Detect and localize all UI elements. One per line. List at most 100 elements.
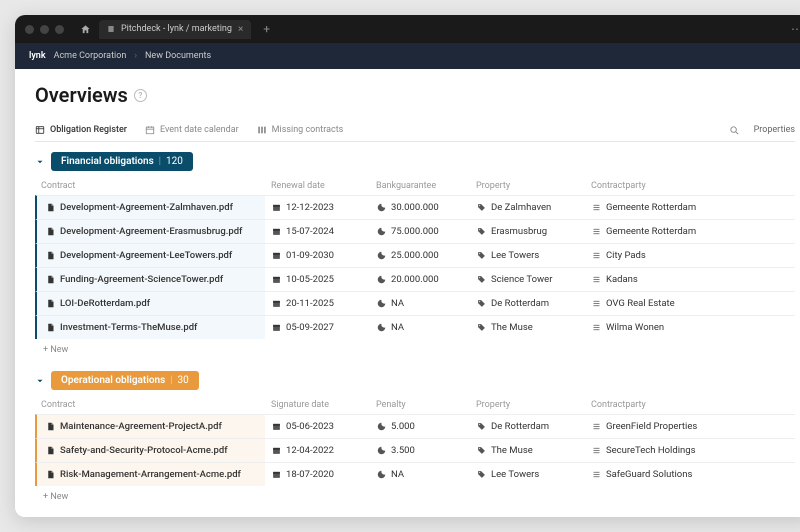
traffic-min[interactable] (40, 25, 49, 34)
column-header[interactable]: Property (470, 177, 585, 195)
traffic-max[interactable] (55, 25, 64, 34)
cell-date[interactable]: 12-04-2022 (265, 438, 370, 462)
cell-amount[interactable]: NA (370, 315, 470, 339)
column-header[interactable]: Contract (35, 396, 265, 414)
column-header[interactable]: Contract (35, 177, 265, 195)
traffic-close[interactable] (25, 25, 34, 34)
cell-party[interactable]: Kadans (585, 267, 795, 291)
breadcrumb-item[interactable]: Acme Corporation (54, 51, 127, 61)
column-header[interactable]: Contractparty (585, 396, 795, 414)
brand-label[interactable]: lynk (29, 51, 46, 61)
moon-icon (376, 251, 386, 260)
cell-amount[interactable]: 20.000.000 (370, 267, 470, 291)
properties-button[interactable]: Properties (754, 125, 795, 135)
cell-property[interactable]: De Rotterdam (470, 291, 585, 315)
moon-icon (376, 422, 386, 431)
column-header[interactable]: Bankguarantee (370, 177, 470, 195)
column-header[interactable]: Penalty (370, 396, 470, 414)
column-header[interactable]: Signature date (265, 396, 370, 414)
tab-area: Pitchdeck - lynk / marketing × + (80, 20, 270, 39)
cell-party[interactable]: Gemeente Rotterdam (585, 195, 795, 219)
list-icon (591, 275, 601, 284)
chevron-down-icon[interactable] (35, 157, 45, 167)
cell-amount[interactable]: 5.000 (370, 414, 470, 438)
cell-contract[interactable]: Investment-Terms-TheMuse.pdf (35, 315, 265, 339)
browser-tab[interactable]: Pitchdeck - lynk / marketing × (99, 20, 251, 39)
chevron-down-icon[interactable] (35, 376, 45, 386)
cell-party[interactable]: Wilma Wonen (585, 315, 795, 339)
cell-property[interactable]: The Muse (470, 315, 585, 339)
cell-party[interactable]: SecureTech Holdings (585, 438, 795, 462)
cell-contract[interactable]: Development-Agreement-LeeTowers.pdf (35, 243, 265, 267)
list-icon (591, 203, 601, 212)
tab-close-icon[interactable]: × (238, 24, 243, 35)
tag-icon (476, 227, 486, 236)
cell-property[interactable]: Science Tower (470, 267, 585, 291)
cell-date[interactable]: 01-09-2030 (265, 243, 370, 267)
new-tab-button[interactable]: + (263, 22, 270, 36)
file-icon (45, 470, 55, 479)
cell-property[interactable]: The Muse (470, 438, 585, 462)
tag-icon (476, 422, 486, 431)
column-header[interactable]: Renewal date (265, 177, 370, 195)
cell-contract[interactable]: Safety-and-Security-Protocol-Acme.pdf (35, 438, 265, 462)
cell-date[interactable]: 15-07-2024 (265, 219, 370, 243)
calendar-icon (271, 275, 281, 284)
breadcrumb-item[interactable]: New Documents (145, 51, 211, 61)
add-new-button[interactable]: New (35, 486, 795, 508)
cell-party[interactable]: GreenField Properties (585, 414, 795, 438)
cell-amount[interactable]: 3.500 (370, 438, 470, 462)
data-grid: ContractSignature datePenaltyPropertyCon… (35, 396, 795, 486)
list-icon (591, 251, 601, 260)
group-header: Operational obligations | 30 (35, 371, 795, 390)
cell-amount[interactable]: 75.000.000 (370, 219, 470, 243)
cell-contract[interactable]: Development-Agreement-Zalmhaven.pdf (35, 195, 265, 219)
cell-contract[interactable]: Funding-Agreement-ScienceTower.pdf (35, 267, 265, 291)
cell-party[interactable]: SafeGuard Solutions (585, 462, 795, 486)
file-icon (45, 422, 55, 431)
tag-icon (476, 251, 486, 260)
cell-contract[interactable]: Maintenance-Agreement-ProjectA.pdf (35, 414, 265, 438)
cell-amount[interactable]: NA (370, 462, 470, 486)
cell-date[interactable]: 10-05-2025 (265, 267, 370, 291)
cell-property[interactable]: Lee Towers (470, 243, 585, 267)
cell-date[interactable]: 05-09-2027 (265, 315, 370, 339)
cell-contract[interactable]: Risk-Management-Arrangement-Acme.pdf (35, 462, 265, 486)
cell-property[interactable]: Lee Towers (470, 462, 585, 486)
add-new-button[interactable]: New (35, 339, 795, 361)
moon-icon (376, 275, 386, 284)
titlebar: Pitchdeck - lynk / marketing × + ⋯ (15, 15, 800, 43)
cell-contract[interactable]: Development-Agreement-Erasmusbrug.pdf (35, 219, 265, 243)
group-badge[interactable]: Operational obligations | 30 (51, 371, 199, 390)
cell-property[interactable]: De Rotterdam (470, 414, 585, 438)
search-icon[interactable] (729, 125, 740, 136)
cell-date[interactable]: 18-07-2020 (265, 462, 370, 486)
cell-date[interactable]: 20-11-2025 (265, 291, 370, 315)
column-header[interactable]: Property (470, 396, 585, 414)
help-icon[interactable]: ? (134, 89, 147, 102)
cell-party[interactable]: City Pads (585, 243, 795, 267)
cell-property[interactable]: De Zalmhaven (470, 195, 585, 219)
cell-date[interactable]: 12-12-2023 (265, 195, 370, 219)
file-icon (45, 299, 55, 308)
home-icon[interactable] (80, 24, 91, 35)
app-window: Pitchdeck - lynk / marketing × + ⋯ lynk … (15, 15, 800, 517)
tab-missing-contracts[interactable]: Missing contracts (257, 119, 344, 141)
cell-contract[interactable]: LOI-DeRotterdam.pdf (35, 291, 265, 315)
column-header[interactable]: Contractparty (585, 177, 795, 195)
chevron-right-icon: › (134, 51, 137, 61)
cell-date[interactable]: 05-06-2023 (265, 414, 370, 438)
cell-property[interactable]: Erasmusbrug (470, 219, 585, 243)
cell-amount[interactable]: 25.000.000 (370, 243, 470, 267)
file-icon (45, 323, 55, 332)
cell-amount[interactable]: NA (370, 291, 470, 315)
calendar-icon (271, 470, 281, 479)
tab-event-calendar[interactable]: Event date calendar (145, 119, 239, 141)
cell-amount[interactable]: 30.000.000 (370, 195, 470, 219)
group-badge[interactable]: Financial obligations | 120 (51, 152, 193, 171)
file-icon (45, 203, 55, 212)
cell-party[interactable]: OVG Real Estate (585, 291, 795, 315)
titlebar-menu-icon[interactable]: ⋯ (791, 22, 800, 36)
tab-obligation-register[interactable]: Obligation Register (35, 119, 127, 141)
cell-party[interactable]: Gemeente Rotterdam (585, 219, 795, 243)
